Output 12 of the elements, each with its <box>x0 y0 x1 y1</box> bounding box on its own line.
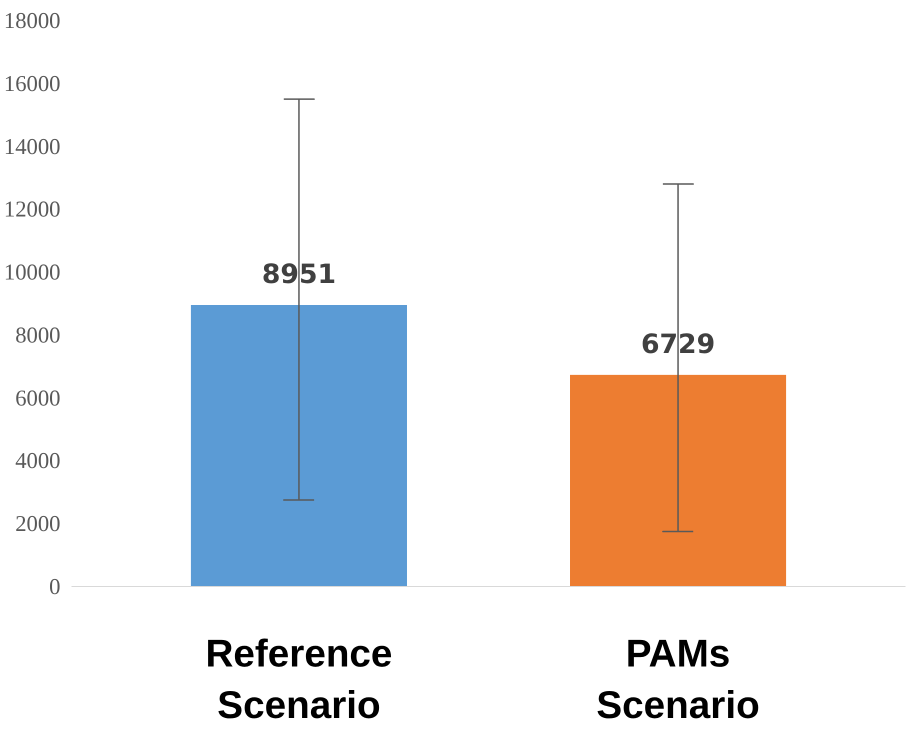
x-tick-label: Reference Scenario <box>205 632 392 728</box>
y-tick-label: 2000 <box>15 511 60 536</box>
y-tick-label: 18000 <box>4 8 60 33</box>
y-tick-label: 16000 <box>4 70 60 96</box>
y-tick-label: 4000 <box>15 448 60 474</box>
y-tick-label: 12000 <box>4 196 60 222</box>
y-tick-label: 6000 <box>15 385 60 410</box>
y-tick-label: 14000 <box>4 134 60 159</box>
y-tick-label: 0 <box>49 574 60 599</box>
x-tick-label: PAMs Scenario <box>596 632 760 728</box>
y-tick-label: 8000 <box>15 322 60 348</box>
y-tick-label: 10000 <box>4 260 60 285</box>
